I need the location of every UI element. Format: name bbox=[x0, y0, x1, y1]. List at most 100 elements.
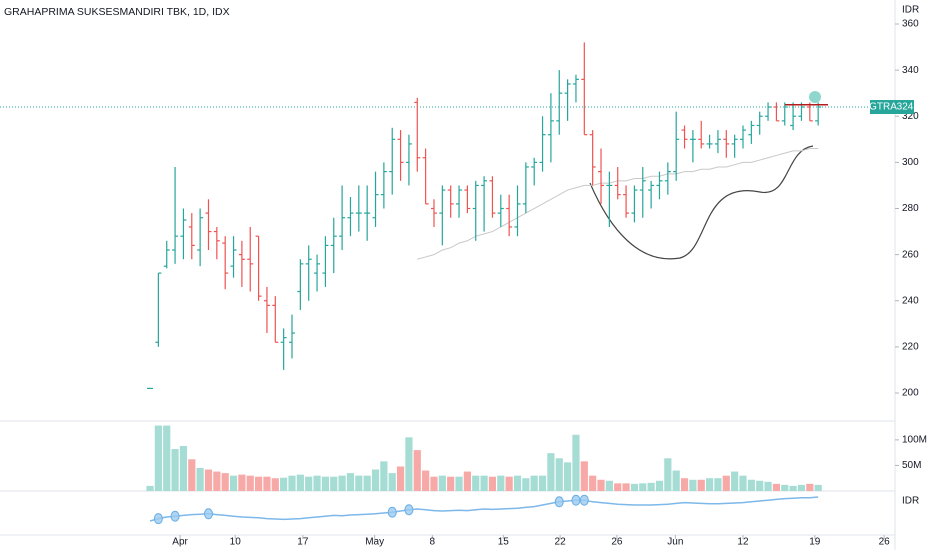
indicator-unit-label: IDR bbox=[902, 496, 919, 507]
volume-bar bbox=[555, 458, 563, 491]
indicator-marker bbox=[554, 496, 564, 508]
price-badge bbox=[897, 100, 914, 115]
volume-bar bbox=[238, 474, 246, 491]
volume-bar bbox=[388, 473, 396, 491]
volume-bar bbox=[296, 474, 304, 491]
drawing-curve bbox=[589, 145, 814, 260]
x-tick-label: Apr bbox=[172, 537, 188, 548]
plot: 200 220 240 260 280 300 320 340 360 50M 100M Apr 10 1… bbox=[0, 19, 927, 548]
volume-bar bbox=[271, 478, 279, 491]
volume-bar bbox=[196, 467, 204, 491]
volume-bar bbox=[413, 450, 421, 491]
volume-bar bbox=[547, 453, 555, 491]
volume-bar bbox=[263, 476, 271, 491]
unit-label: IDR bbox=[902, 5, 919, 16]
volume-bar bbox=[472, 475, 480, 491]
volume-bar bbox=[664, 458, 672, 491]
volume-bar bbox=[564, 462, 572, 491]
volume-bar bbox=[655, 480, 664, 491]
volume-bar bbox=[622, 483, 630, 491]
symbol-label: GTRA bbox=[869, 102, 897, 113]
volume-bar bbox=[463, 471, 471, 491]
chart-title: GRAHAPRIMA SUKSESMANDIRI TBK, 1D, IDX bbox=[4, 6, 230, 18]
volume-bar bbox=[689, 479, 697, 491]
volume-bar bbox=[338, 475, 346, 491]
volume-bar bbox=[747, 479, 755, 491]
x-tick-label: May bbox=[365, 537, 384, 548]
indicator-marker bbox=[404, 504, 414, 516]
volume-bar bbox=[781, 484, 789, 491]
volume-bar bbox=[355, 475, 363, 491]
y-tick-label: 200 bbox=[902, 388, 919, 399]
volume-bar bbox=[806, 483, 814, 491]
x-tick-label: 8 bbox=[430, 537, 436, 548]
y-tick-label: 300 bbox=[902, 157, 919, 168]
volume-bar bbox=[639, 483, 647, 491]
volume-bar bbox=[154, 425, 162, 491]
volume-bar bbox=[647, 482, 655, 491]
volume-bar bbox=[405, 437, 413, 491]
volume-bar bbox=[497, 475, 505, 491]
y-tick-label: 340 bbox=[902, 65, 919, 76]
volume-bar bbox=[605, 480, 613, 491]
volume-bar bbox=[756, 480, 764, 491]
x-tick-label: 26 bbox=[879, 537, 891, 548]
volume-bar bbox=[455, 476, 463, 491]
volume-bar bbox=[680, 478, 689, 491]
indicator-marker bbox=[203, 508, 213, 520]
y-tick-label: 260 bbox=[902, 249, 919, 260]
symbol-badge bbox=[870, 100, 897, 115]
volume-bar bbox=[246, 475, 254, 491]
volume-bar bbox=[221, 473, 229, 491]
y-tick-label: 240 bbox=[902, 295, 919, 306]
volume-bar bbox=[396, 466, 405, 491]
volume-bar bbox=[789, 485, 797, 491]
volume-bar bbox=[572, 434, 580, 491]
volume-bar bbox=[480, 475, 488, 491]
volume-bar bbox=[204, 469, 213, 491]
volume-bar bbox=[438, 475, 446, 491]
volume-bar bbox=[229, 475, 238, 491]
volume-bar bbox=[530, 475, 538, 491]
indicator-marker bbox=[170, 510, 180, 522]
volume-bar bbox=[538, 475, 547, 491]
volume-bar bbox=[313, 475, 321, 491]
x-tick-label: Jun bbox=[667, 537, 683, 548]
volume-bar bbox=[422, 470, 430, 491]
volume-bar bbox=[346, 473, 355, 491]
volume-bar bbox=[363, 475, 371, 491]
x-tick-label: 15 bbox=[498, 537, 510, 548]
alert-icon[interactable] bbox=[809, 91, 821, 103]
volume-bar bbox=[163, 425, 171, 491]
volume-bar bbox=[447, 476, 455, 491]
x-tick-label: 22 bbox=[555, 537, 567, 548]
volume-bar bbox=[280, 477, 288, 491]
volume-bar bbox=[321, 476, 330, 491]
x-tick-label: 17 bbox=[297, 537, 309, 548]
y-tick-label: 280 bbox=[902, 203, 919, 214]
volume-bar bbox=[213, 471, 221, 491]
y-tick-label: 320 bbox=[902, 111, 919, 122]
volume-bar bbox=[488, 476, 497, 491]
x-tick-label: 12 bbox=[737, 537, 749, 548]
volume-bar bbox=[188, 459, 196, 491]
volume-bar bbox=[371, 469, 380, 491]
volume-bar bbox=[305, 476, 313, 491]
indicator-line bbox=[149, 496, 819, 522]
volume-bar bbox=[739, 475, 747, 491]
volume-bar bbox=[731, 471, 739, 491]
x-tick-label: 10 bbox=[230, 537, 242, 548]
volume-bar bbox=[146, 485, 154, 491]
volume-bar bbox=[179, 446, 188, 491]
volume-bar bbox=[797, 484, 806, 491]
indicator-marker bbox=[387, 506, 397, 518]
y-tick-label: 50M bbox=[902, 460, 921, 471]
volume-bar bbox=[589, 475, 597, 491]
y-tick-label: 100M bbox=[902, 435, 927, 446]
indicator-marker bbox=[579, 494, 589, 506]
volume-bar bbox=[705, 478, 714, 491]
volume-bar bbox=[772, 483, 781, 491]
volume-bar bbox=[254, 476, 263, 491]
